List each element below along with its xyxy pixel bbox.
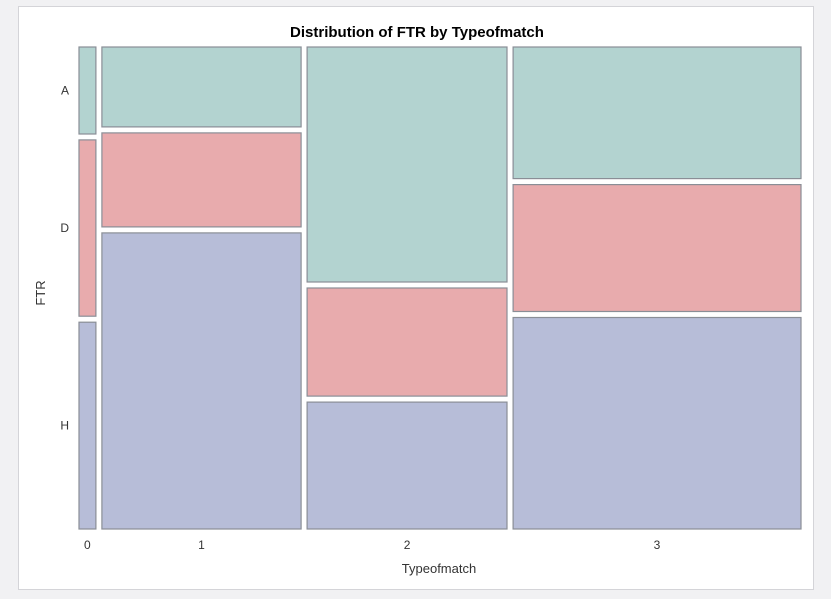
tile-3-D [512, 184, 802, 313]
tile-0-D [78, 139, 97, 317]
tile-1-H [101, 232, 302, 530]
tile-0-A [78, 46, 97, 135]
tile-1-D [101, 132, 302, 228]
x-tick-1: 1 [198, 538, 205, 552]
tile-3-H [512, 316, 802, 530]
chart-title: Distribution of FTR by Typeofmatch [290, 24, 544, 41]
mosaic-chart: Distribution of FTR by Typeofmatch A D H 0… [33, 24, 802, 576]
x-axis-label: Typeofmatch [402, 561, 476, 576]
tile-1-A [101, 46, 302, 128]
x-tick-3: 3 [654, 538, 661, 552]
x-tick-2: 2 [404, 538, 411, 552]
y-tick-H: H [60, 419, 69, 433]
chart-frame: Distribution of FTR by Typeofmatch A D H 0… [18, 6, 814, 590]
tile-2-D [306, 287, 508, 397]
tile-2-H [306, 401, 508, 530]
tile-2-A [306, 46, 508, 283]
mosaic-tiles [78, 46, 802, 530]
x-tick-0: 0 [84, 538, 91, 552]
y-tick-D: D [60, 221, 69, 235]
y-tick-A: A [61, 84, 69, 98]
tile-0-H [78, 321, 97, 530]
y-axis-label: FTR [33, 280, 48, 305]
x-tick-labels: 0 1 2 3 [84, 538, 661, 552]
tile-3-A [512, 46, 802, 180]
y-tick-labels: A D H [60, 84, 69, 433]
